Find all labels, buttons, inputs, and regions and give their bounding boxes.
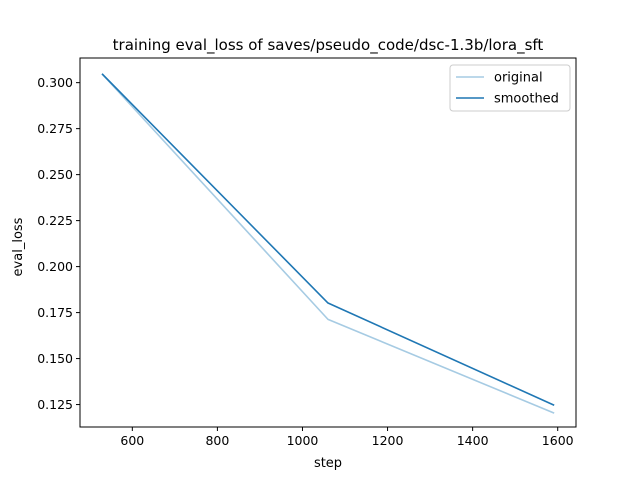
x-tick-label: 1000 — [287, 433, 319, 448]
y-tick-label: 0.275 — [37, 121, 73, 136]
y-tick-label: 0.225 — [37, 213, 73, 228]
y-axis-label: eval_loss — [11, 217, 26, 276]
x-axis-label: step — [314, 456, 342, 471]
legend-label-smoothed: smoothed — [494, 92, 559, 107]
plot-area — [79, 57, 577, 428]
y-tick-label: 0.300 — [37, 75, 73, 90]
y-tick-label: 0.175 — [37, 305, 73, 320]
x-tick-label: 1200 — [372, 433, 404, 448]
series-layer — [101, 73, 555, 414]
x-tick-label: 800 — [205, 433, 229, 448]
y-tick-label: 0.200 — [37, 259, 73, 274]
series-line-original — [101, 73, 555, 414]
y-tick-label: 0.125 — [37, 397, 73, 412]
x-axis: 600 800 1000 1200 1400 1600 — [120, 427, 574, 448]
plot-frame — [79, 57, 577, 428]
x-tick-label: 1400 — [457, 433, 489, 448]
y-tick-label: 0.150 — [37, 351, 73, 366]
series-line-smoothed — [101, 73, 555, 406]
x-tick-label: 600 — [120, 433, 144, 448]
y-axis: 0.125 0.150 0.175 0.200 0.225 0.250 0.275 0.300 — [37, 75, 80, 412]
legend-label-original: original — [494, 71, 543, 86]
y-tick-label: 0.250 — [37, 167, 73, 182]
chart-title: training eval_loss of saves/pseudo_code/… — [113, 36, 544, 55]
x-tick-label: 1600 — [542, 433, 574, 448]
legend: original smoothed — [449, 64, 571, 112]
